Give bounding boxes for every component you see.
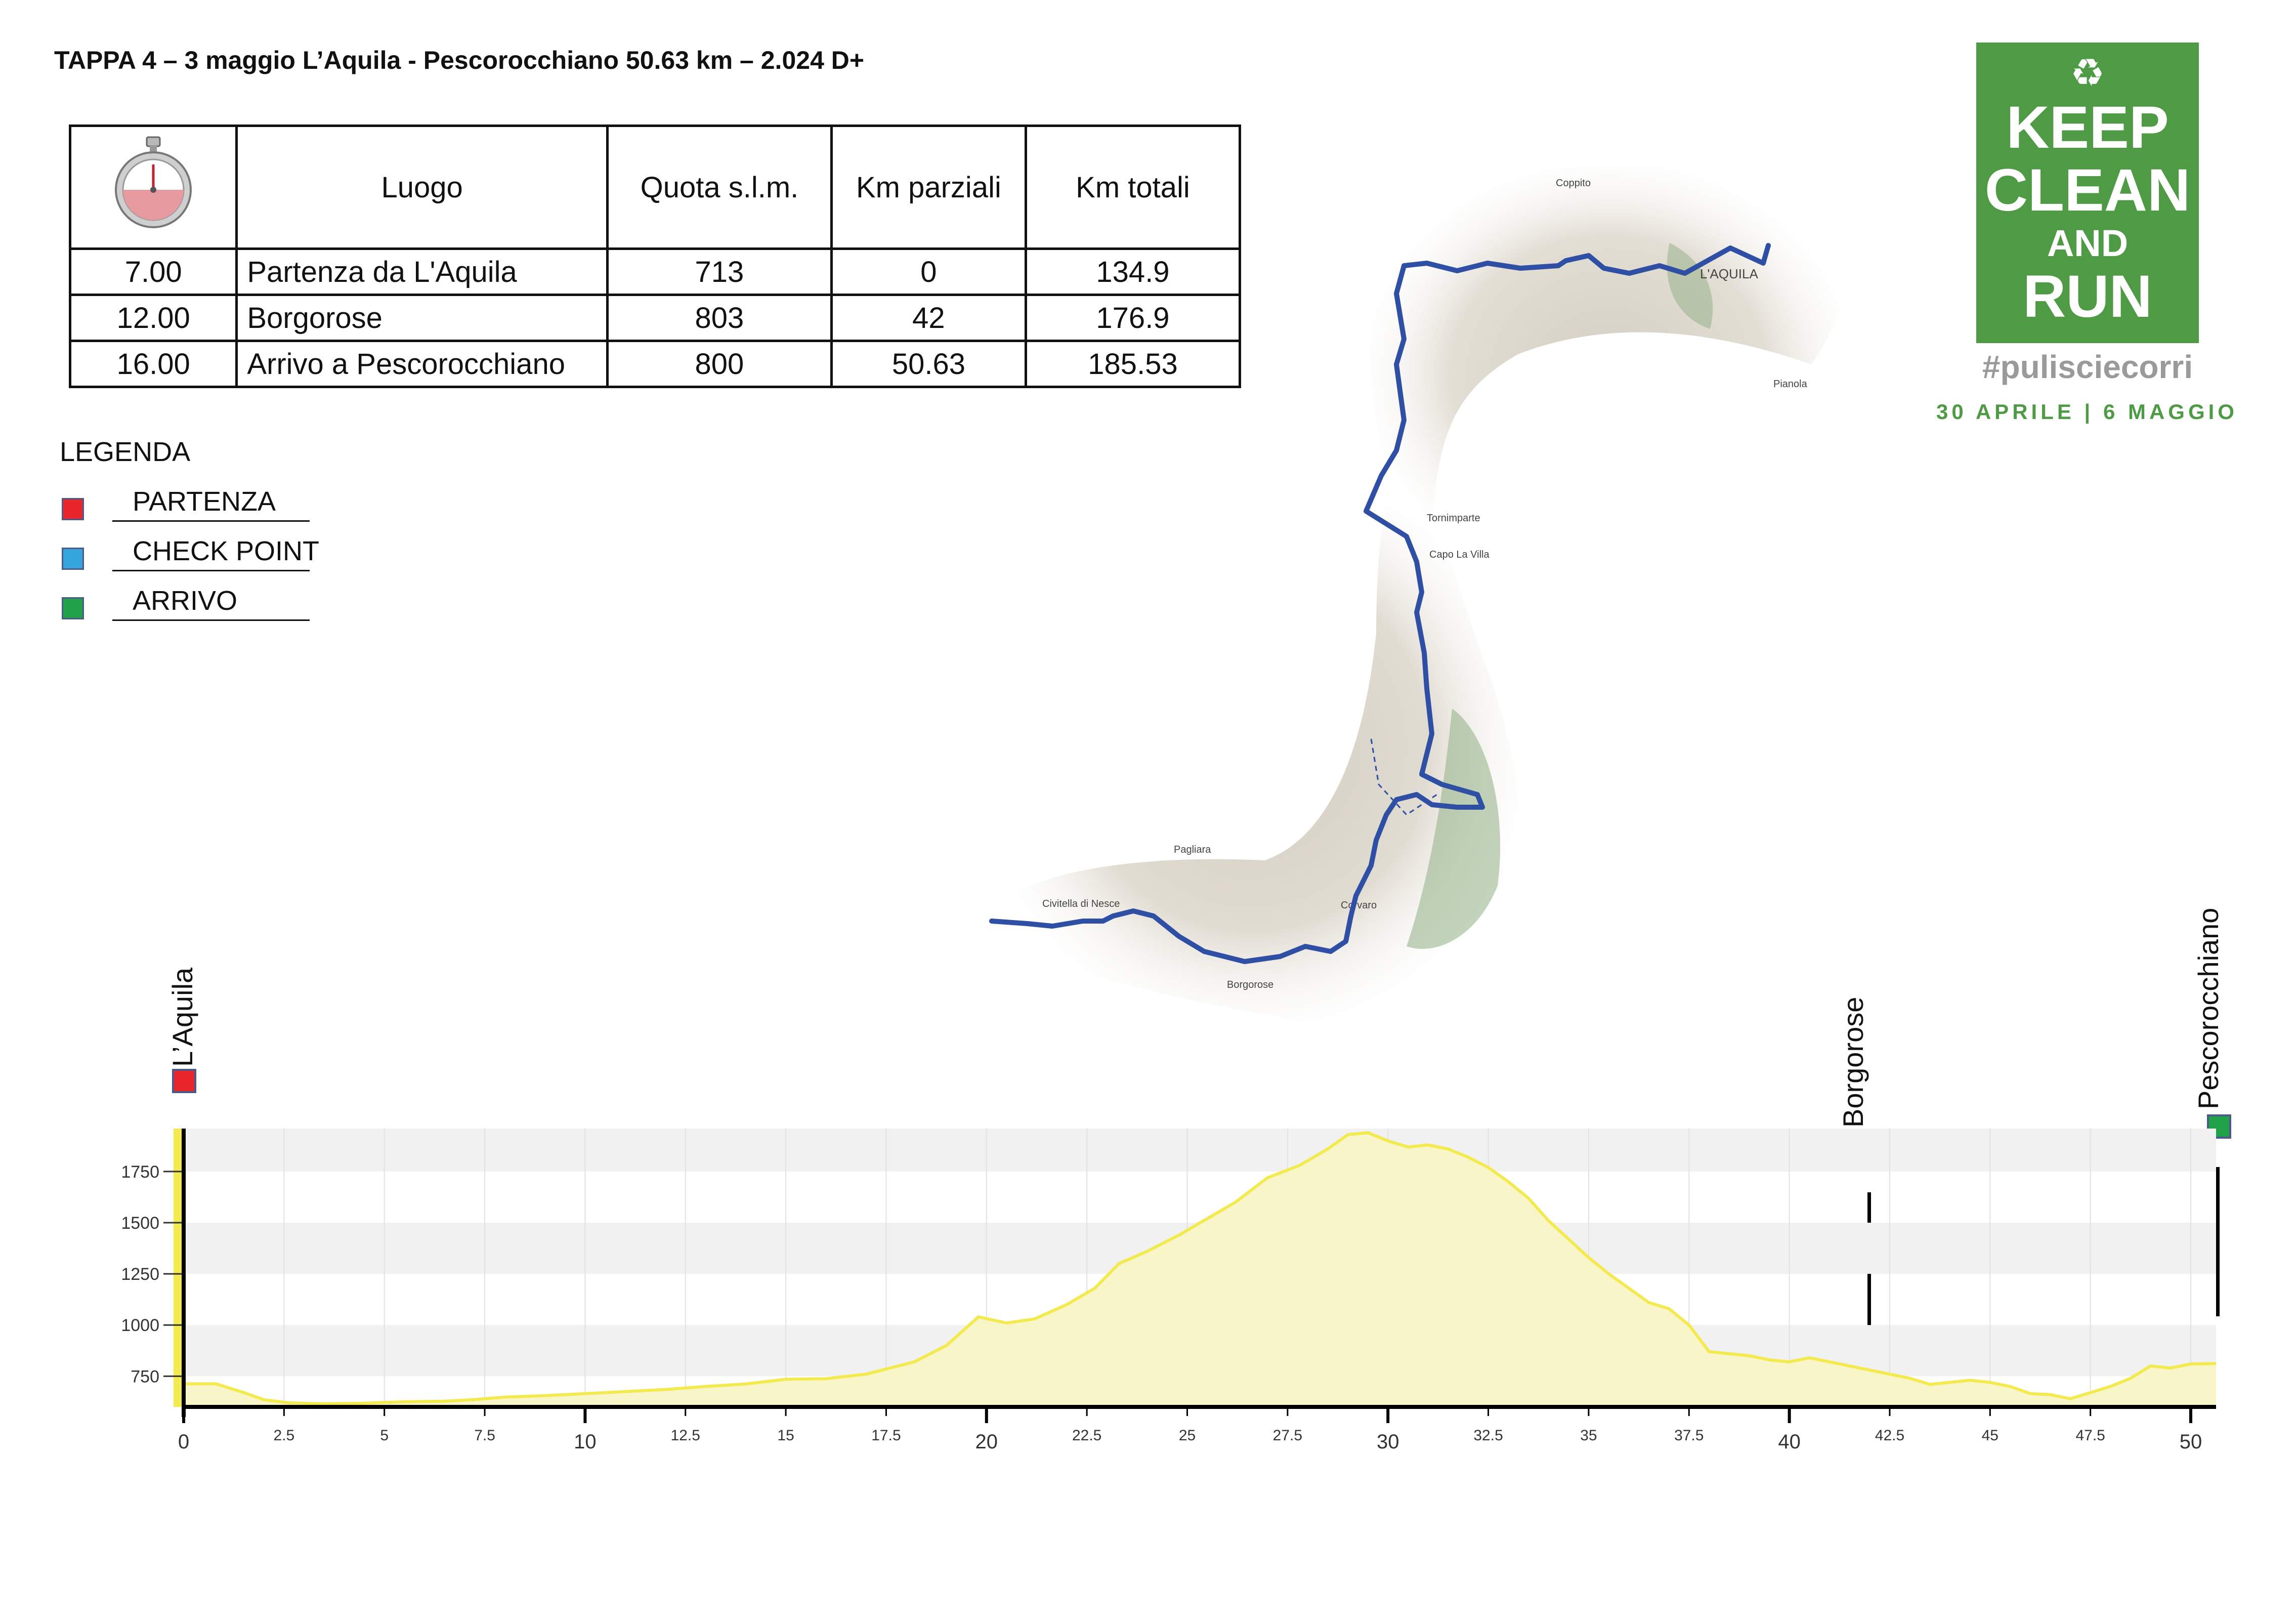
logo-and: AND — [2047, 222, 2129, 264]
quota-cell: 800 — [606, 340, 833, 388]
x-tick-label: 2.5 — [273, 1427, 294, 1444]
y-tick-label: 1000 — [121, 1316, 159, 1335]
recycle-icon: ♻ — [2070, 52, 2105, 95]
x-tick-label: 20 — [975, 1431, 998, 1453]
schedule-table: Luogo Quota s.l.m. Km parziali Km totali… — [68, 124, 1241, 388]
table-header-row: Luogo Quota s.l.m. Km parziali Km totali — [68, 124, 1241, 250]
km-totali-cell: 134.9 — [1025, 247, 1241, 296]
time-cell: 16.00 — [68, 340, 238, 388]
table-row: 7.00 Partenza da L'Aquila 713 0 134.9 — [68, 247, 1241, 296]
x-tick-label: 50 — [2180, 1431, 2202, 1453]
elevation-area — [184, 1133, 2216, 1407]
x-tick-label: 47.5 — [2075, 1427, 2105, 1444]
table-row: 16.00 Arrivo a Pescorocchiano 800 50.63 … — [68, 340, 1241, 388]
km-parziali-cell: 42 — [830, 294, 1028, 342]
map-forest — [1407, 709, 1501, 949]
y-tick-label: 1500 — [121, 1214, 159, 1233]
header-luogo: Luogo — [235, 124, 609, 250]
y-axis: 750 1000 1250 1500 1750 — [121, 1162, 184, 1386]
legend-underline — [112, 570, 310, 571]
x-tick-label: 37.5 — [1674, 1427, 1704, 1444]
map-label: Coppito — [1556, 178, 1591, 189]
km-totali-cell: 176.9 — [1025, 294, 1241, 342]
event-dates: 30 APRILE | 6 MAGGIO — [1936, 400, 2238, 424]
profile-label-finish: Pescorocchiano — [2192, 907, 2224, 1109]
x-tick-label: 12.5 — [671, 1427, 700, 1444]
map-label: Pagliara — [1174, 844, 1211, 855]
x-tick-label: 17.5 — [871, 1427, 901, 1444]
map-label: Civitella di Nesce — [1042, 898, 1120, 909]
legend-title: LEGENDA — [60, 437, 191, 467]
x-tick-label: 32.5 — [1473, 1427, 1503, 1444]
luogo-cell: Borgorose — [235, 294, 609, 342]
legend-label-partenza: PARTENZA — [133, 486, 276, 517]
start-highlight — [174, 1129, 184, 1407]
map-trail-dashed — [1370, 738, 1437, 816]
y-tick-label: 1250 — [121, 1265, 159, 1284]
logo-keep: KEEP — [2006, 94, 2169, 161]
map-label: Borgorose — [1227, 979, 1273, 990]
table-row: 12.00 Borgorose 803 42 176.9 — [68, 294, 1241, 342]
x-tick-label: 30 — [1377, 1431, 1399, 1453]
map-terrain-north — [1369, 165, 1849, 582]
route-map: Coppito L'AQUILA Pianola Tornimparte Cap… — [982, 165, 1849, 1025]
page-title: TAPPA 4 – 3 maggio L’Aquila - Pescorocch… — [54, 46, 865, 74]
km-totali-cell: 185.53 — [1025, 340, 1241, 388]
x-tick-label: 22.5 — [1072, 1427, 1101, 1444]
km-parziali-cell: 0 — [830, 247, 1028, 296]
logo-clean: CLEAN — [1984, 157, 2191, 224]
x-tick-label: 0 — [178, 1431, 189, 1453]
header-quota: Quota s.l.m. — [606, 124, 833, 250]
x-tick-label: 45 — [1982, 1427, 1999, 1444]
x-axis: 0 2.5 5 7.5 10 12.5 15 17.5 20 22.5 25 27.5 30 32.5 35… — [178, 1407, 2202, 1453]
map-label: Corvaro — [1341, 900, 1377, 911]
elevation-line — [184, 1131, 2217, 1405]
y-tick-label: 750 — [131, 1367, 159, 1386]
map-label: L'AQUILA — [1700, 266, 1758, 281]
stopwatch-icon — [68, 124, 238, 250]
legend-label-arrivo: ARRIVO — [133, 586, 238, 616]
x-tick-label: 42.5 — [1875, 1427, 1904, 1444]
y-tick-label: 1750 — [121, 1162, 159, 1182]
elevation-profile-chart: 750 1000 1250 1500 1750 0 2.5 5 7.5 10 12.5 15 17.5… — [121, 1129, 2217, 1453]
x-tick-label: 5 — [380, 1427, 389, 1444]
luogo-cell: Arrivo a Pescorocchiano — [235, 340, 609, 388]
map-label: Pianola — [1773, 379, 1808, 390]
map-label: Tornimparte — [1427, 513, 1480, 524]
time-cell: 12.00 — [68, 294, 238, 342]
x-tick-label: 27.5 — [1273, 1427, 1302, 1444]
legend-swatch-check-point — [62, 548, 84, 570]
legend-swatch-partenza — [62, 498, 84, 520]
legend-underline — [112, 520, 310, 522]
quota-cell: 803 — [606, 294, 833, 342]
header-km-parziali: Km parziali — [830, 124, 1028, 250]
x-tick-label: 15 — [777, 1427, 794, 1444]
x-tick-label: 7.5 — [474, 1427, 495, 1444]
map-terrain-south — [982, 471, 1521, 1025]
keep-clean-and-run-logo: ♻ KEEP CLEAN AND RUN — [1976, 43, 2199, 343]
map-label: Capo La Villa — [1429, 549, 1490, 560]
logo-run: RUN — [2023, 263, 2152, 330]
marker-partenza — [172, 1069, 196, 1093]
legend-underline — [112, 619, 310, 621]
finish-bar — [2216, 1167, 2220, 1316]
quota-cell: 713 — [606, 247, 833, 296]
hashtag: #pulisciecorri — [1982, 349, 2193, 385]
legend-label-check-point: CHECK POINT — [133, 536, 320, 566]
header-km-totali: Km totali — [1025, 124, 1241, 250]
route-line — [989, 243, 1771, 964]
x-tick-label: 35 — [1580, 1427, 1597, 1444]
profile-label-start: L’Aquila — [166, 967, 198, 1067]
x-tick-label: 40 — [1778, 1431, 1801, 1453]
x-tick-label: 10 — [574, 1431, 597, 1453]
chart-band — [184, 1129, 2216, 1172]
time-cell: 7.00 — [68, 247, 238, 296]
km-parziali-cell: 50.63 — [830, 340, 1028, 388]
legend-swatch-arrivo — [62, 597, 84, 619]
x-tick-label: 25 — [1179, 1427, 1196, 1444]
map-forest — [1667, 243, 1713, 329]
luogo-cell: Partenza da L'Aquila — [235, 247, 609, 296]
